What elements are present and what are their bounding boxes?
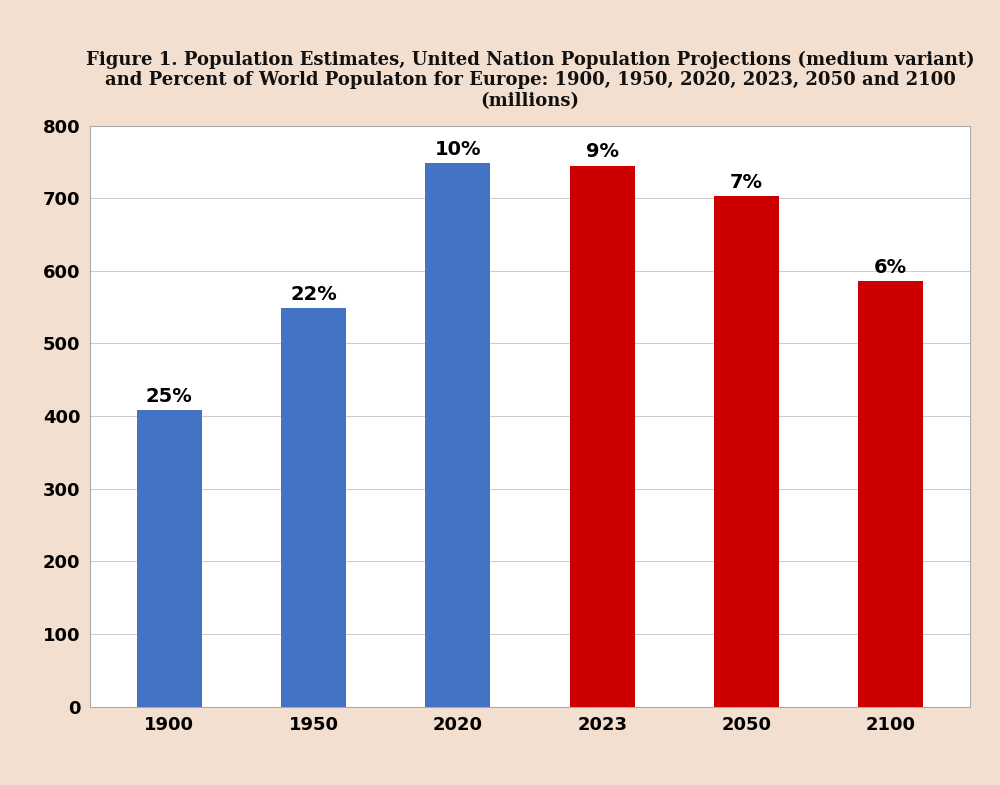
Bar	[425, 163, 490, 706]
Text: 9%: 9%	[586, 142, 619, 161]
Bar	[570, 166, 635, 706]
Bar	[137, 411, 202, 706]
Title: Figure 1. Population Estimates, United Nation Population Projections (medium var: Figure 1. Population Estimates, United N…	[86, 50, 974, 110]
Text: 22%: 22%	[290, 284, 337, 304]
Text: 6%: 6%	[874, 257, 907, 276]
Text: 10%: 10%	[435, 140, 481, 159]
Text: 7%: 7%	[730, 173, 763, 192]
Bar	[714, 196, 779, 706]
Bar	[858, 281, 923, 706]
Bar	[281, 308, 346, 706]
Text: 25%: 25%	[146, 387, 193, 406]
